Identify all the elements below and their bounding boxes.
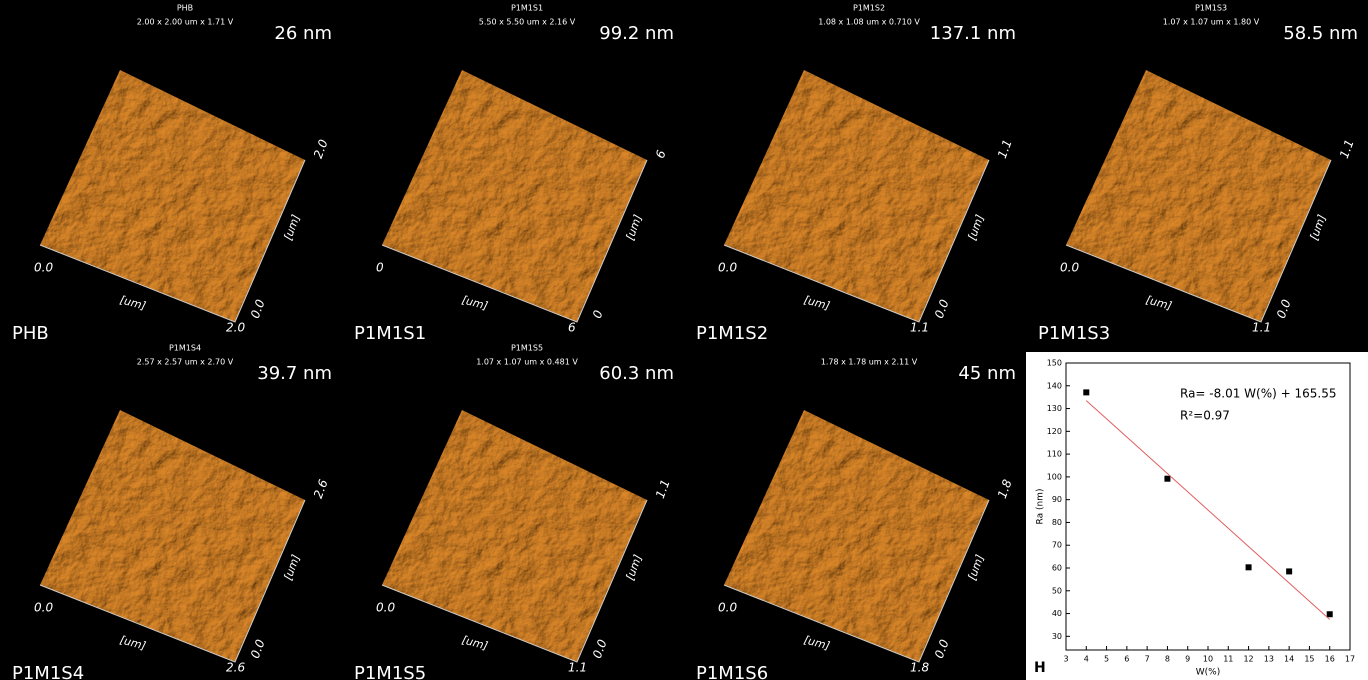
sample-label: P1M1S5 — [354, 663, 426, 680]
panel-title: P1M1S2 — [853, 4, 885, 13]
x-tick-label: 8 — [1165, 655, 1170, 664]
data-point — [1246, 564, 1252, 570]
x-tick-label: 15 — [1304, 655, 1314, 664]
panel-title: P1M1S5 — [511, 344, 543, 353]
data-point — [1083, 389, 1089, 395]
scan-size: 1.78 x 1.78 um x 2.11 V — [821, 358, 918, 367]
y-tick-label: 150 — [1047, 359, 1062, 368]
x-end: 1.1 — [568, 661, 587, 675]
x-start: 0.0 — [1060, 261, 1079, 275]
x-start: 0.0 — [34, 601, 53, 615]
x-tick-label: 3 — [1063, 655, 1068, 664]
annotation: R²=0.97 — [1180, 409, 1230, 423]
roughness: 60.3 nm — [599, 363, 674, 384]
x-end: 1.1 — [1252, 321, 1271, 335]
sample-label: P1M1S2 — [696, 323, 768, 344]
panel-title: P1M1S3 — [1195, 4, 1227, 13]
x-tick-label: 7 — [1145, 655, 1150, 664]
y-tick-label: 40 — [1052, 609, 1062, 618]
data-point — [1327, 611, 1333, 617]
x-tick-label: 17 — [1345, 655, 1355, 664]
data-point — [1286, 568, 1292, 574]
sample-label: PHB — [12, 323, 49, 344]
x-start: 0.0 — [376, 601, 395, 615]
y-axis-label: Ra (nm) — [1036, 489, 1046, 525]
x-tick-label: 6 — [1124, 655, 1129, 664]
y-tick-label: 50 — [1052, 586, 1062, 595]
roughness: 39.7 nm — [257, 363, 332, 384]
scan-size: 5.50 x 5.50 um x 2.16 V — [479, 18, 576, 27]
x-end: 2.6 — [226, 661, 245, 675]
x-start: 0.0 — [718, 261, 737, 275]
x-tick-label: 9 — [1185, 655, 1190, 664]
y-tick-label: 110 — [1047, 450, 1062, 459]
x-tick-label: 13 — [1264, 655, 1274, 664]
scan-size: 1.07 x 1.07 um x 0.481 V — [476, 358, 578, 367]
x-end: 2.0 — [226, 321, 245, 335]
panel-title: P1M1S4 — [169, 344, 201, 353]
y-tick-label: 60 — [1052, 564, 1062, 573]
x-start: 0.0 — [718, 601, 737, 615]
x-end: 6 — [568, 321, 576, 335]
panel-label: H — [1034, 660, 1046, 676]
scan-size: 2.57 x 2.57 um x 2.70 V — [137, 358, 234, 367]
y-tick-label: 90 — [1052, 495, 1062, 504]
sample-label: P1M1S6 — [696, 663, 768, 680]
chart-background — [1026, 352, 1368, 680]
panel-title: PHB — [177, 4, 193, 13]
x-tick-label: 14 — [1284, 655, 1294, 664]
figure: PHB 2.00 x 2.00 um x 1.71 V 26 nm PHB 0.0 2.0… — [0, 0, 1368, 680]
annotation: Ra= -8.01 W(%) + 165.55 — [1180, 387, 1336, 401]
sample-label: P1M1S3 — [1038, 323, 1110, 344]
scan-size: 2.00 x 2.00 um x 1.71 V — [137, 18, 234, 27]
x-tick-label: 5 — [1104, 655, 1109, 664]
x-axis-label: W(%) — [1196, 668, 1220, 678]
panel-title: P1M1S1 — [511, 4, 543, 13]
y-tick-label: 80 — [1052, 518, 1062, 527]
x-tick-label: 16 — [1325, 655, 1335, 664]
x-start: 0.0 — [34, 261, 53, 275]
y-tick-label: 120 — [1047, 427, 1062, 436]
roughness: 26 nm — [274, 23, 332, 44]
scan-size: 1.07 x 1.07 um x 1.80 V — [1163, 18, 1260, 27]
sample-label: P1M1S4 — [12, 663, 84, 680]
data-point — [1164, 476, 1170, 482]
x-tick-label: 11 — [1223, 655, 1233, 664]
scan-size: 1.08 x 1.08 um x 0.710 V — [818, 18, 920, 27]
sample-label: P1M1S1 — [354, 323, 426, 344]
roughness: 58.5 nm — [1283, 23, 1358, 44]
y-tick-label: 140 — [1047, 381, 1062, 390]
x-tick-label: 4 — [1084, 655, 1089, 664]
roughness: 99.2 nm — [599, 23, 674, 44]
page: {"panels": [ {"title": "PHB", "scan": "2… — [0, 0, 1368, 680]
x-tick-label: 10 — [1203, 655, 1213, 664]
x-end: 1.1 — [910, 321, 929, 335]
y-tick-label: 130 — [1047, 404, 1062, 413]
y-tick-label: 70 — [1052, 541, 1062, 550]
x-end: 1.8 — [910, 661, 929, 675]
x-tick-label: 12 — [1243, 655, 1253, 664]
y-tick-label: 100 — [1047, 472, 1062, 481]
y-tick-label: 30 — [1052, 632, 1062, 641]
roughness: 137.1 nm — [930, 23, 1016, 44]
x-start: 0 — [376, 261, 384, 275]
roughness: 45 nm — [958, 363, 1016, 384]
